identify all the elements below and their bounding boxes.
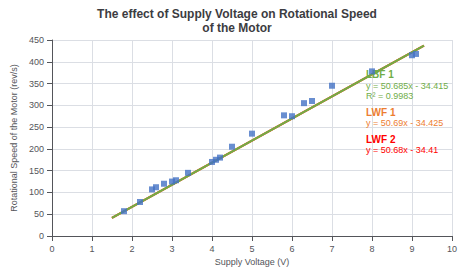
svg-text:LBF 1: LBF 1 (366, 69, 394, 80)
svg-text:Rotational Speed of the Motor: Rotational Speed of the Motor (rev/s) (9, 64, 19, 212)
svg-text:300: 300 (29, 100, 44, 110)
svg-text:100: 100 (29, 187, 44, 197)
svg-text:of the Motor: of the Motor (202, 21, 272, 35)
svg-text:7: 7 (329, 244, 334, 254)
svg-text:9: 9 (409, 244, 414, 254)
svg-text:3: 3 (169, 244, 174, 254)
svg-text:2: 2 (129, 244, 134, 254)
svg-text:350: 350 (29, 79, 44, 89)
svg-text:200: 200 (29, 144, 44, 154)
svg-text:150: 150 (29, 166, 44, 176)
svg-text:400: 400 (29, 57, 44, 67)
svg-text:6: 6 (289, 244, 294, 254)
svg-text:4: 4 (209, 244, 214, 254)
svg-text:The effect of Supply Voltage o: The effect of Supply Voltage on Rotation… (97, 7, 377, 21)
svg-text:y = 50.69x - 34.425: y = 50.69x - 34.425 (366, 118, 443, 128)
svg-text:10: 10 (447, 244, 457, 254)
svg-text:y = 50.685x - 34.415: y = 50.685x - 34.415 (366, 81, 448, 91)
svg-text:5: 5 (249, 244, 254, 254)
svg-text:y = 50.68x - 34.41: y = 50.68x - 34.41 (366, 145, 438, 155)
svg-text:1: 1 (89, 244, 94, 254)
svg-text:LWF 2: LWF 2 (366, 134, 396, 145)
svg-text:50: 50 (34, 209, 44, 219)
svg-text:Supply Voltage (V): Supply Voltage (V) (215, 257, 290, 267)
svg-text:0: 0 (39, 231, 44, 241)
svg-text:250: 250 (29, 122, 44, 132)
svg-text:8: 8 (369, 244, 374, 254)
svg-text:0: 0 (49, 244, 54, 254)
svg-text:LWF 1: LWF 1 (366, 107, 396, 118)
svg-text:450: 450 (29, 35, 44, 45)
svg-text:R² = 0.9983: R² = 0.9983 (366, 91, 413, 101)
